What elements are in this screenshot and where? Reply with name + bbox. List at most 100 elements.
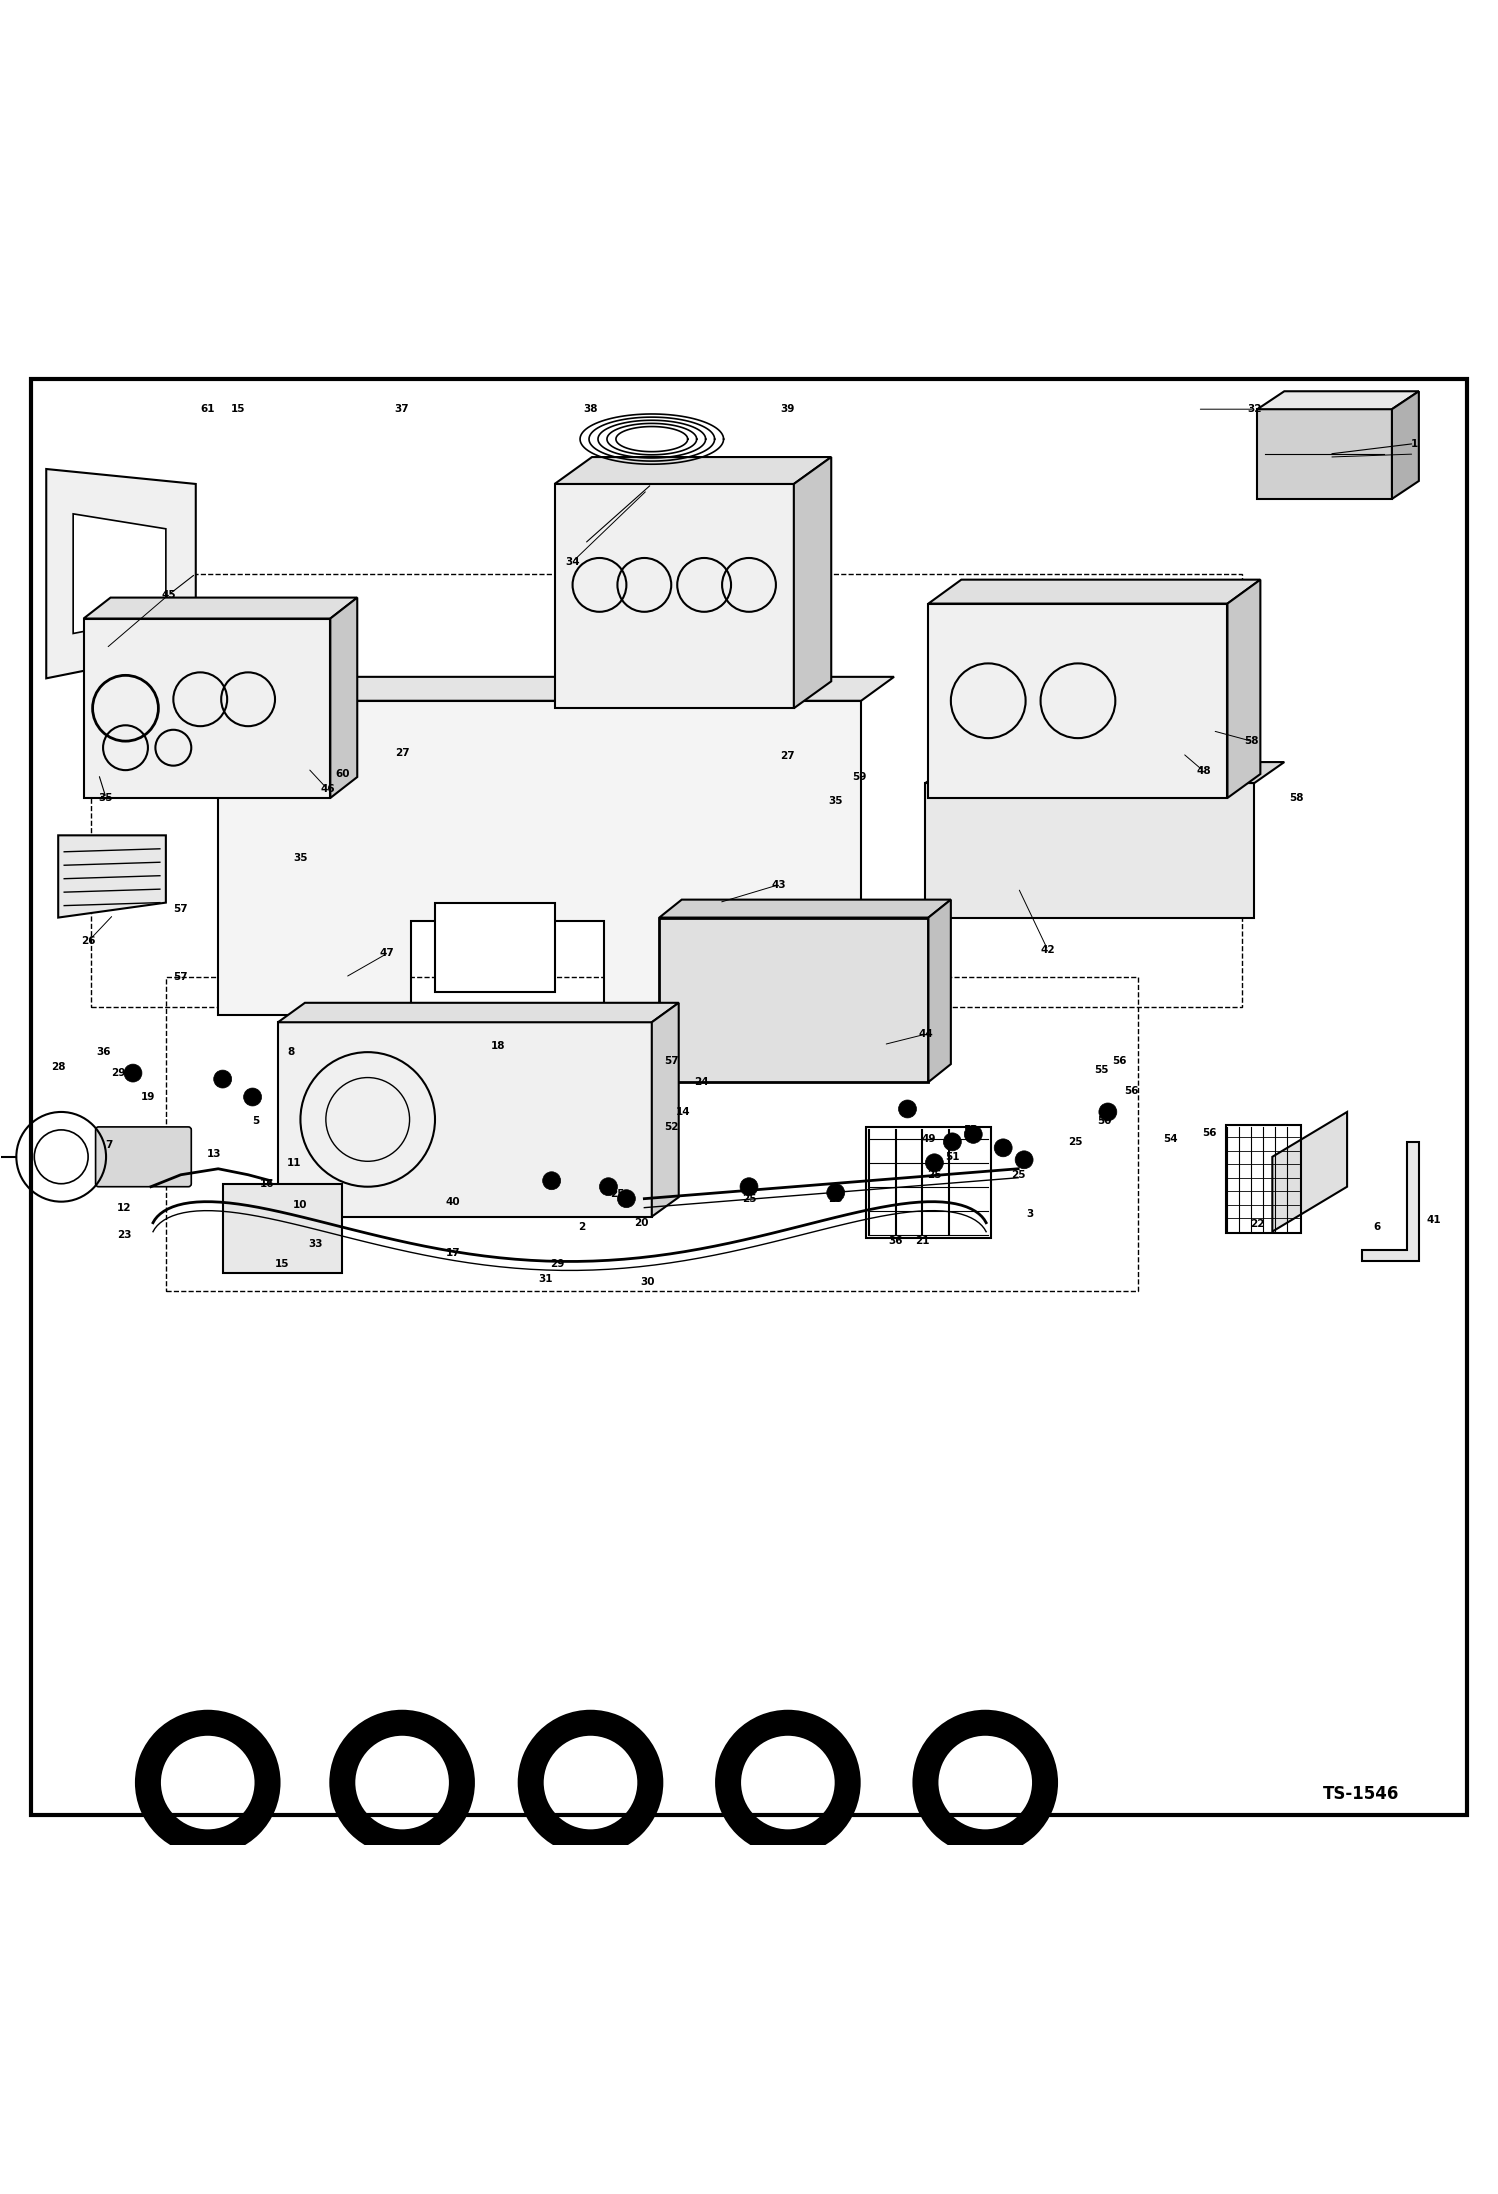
- Circle shape: [926, 1154, 944, 1172]
- Polygon shape: [279, 1022, 652, 1218]
- Text: 19: 19: [141, 1093, 156, 1101]
- Text: 44: 44: [918, 1029, 933, 1040]
- Polygon shape: [926, 783, 1254, 917]
- Circle shape: [827, 1185, 845, 1202]
- Text: 29: 29: [550, 1259, 565, 1270]
- Text: 60: 60: [336, 770, 349, 779]
- Text: 58: 58: [1288, 792, 1303, 803]
- Text: 9: 9: [906, 1108, 914, 1117]
- Bar: [166, 976, 1138, 1292]
- Bar: [91, 573, 1242, 1007]
- Text: 35: 35: [294, 853, 307, 862]
- Bar: [434, 902, 554, 992]
- Circle shape: [944, 1132, 962, 1152]
- Text: 49: 49: [921, 1134, 936, 1143]
- Polygon shape: [1257, 410, 1392, 498]
- Text: 30: 30: [640, 1277, 655, 1288]
- Text: 58: 58: [1245, 737, 1258, 746]
- Text: 34: 34: [565, 557, 580, 566]
- Text: 13: 13: [207, 1150, 222, 1158]
- Text: 10: 10: [294, 1200, 307, 1209]
- Circle shape: [965, 1126, 983, 1143]
- Text: 36: 36: [96, 1047, 111, 1058]
- Text: 25: 25: [610, 1189, 625, 1200]
- Text: 59: 59: [852, 772, 867, 781]
- Polygon shape: [929, 900, 951, 1082]
- Text: 41: 41: [1426, 1215, 1441, 1224]
- Circle shape: [244, 1088, 262, 1106]
- Text: 31: 31: [538, 1275, 553, 1283]
- Text: 17: 17: [445, 1248, 460, 1257]
- Polygon shape: [73, 513, 166, 634]
- Text: 39: 39: [780, 404, 795, 415]
- Circle shape: [542, 1172, 560, 1189]
- Polygon shape: [652, 1003, 679, 1218]
- Text: 8: 8: [288, 1047, 295, 1058]
- Bar: [1225, 1126, 1300, 1233]
- Text: 27: 27: [780, 750, 795, 761]
- Text: 25: 25: [1068, 1136, 1082, 1147]
- Text: TS-1546: TS-1546: [1323, 1784, 1399, 1803]
- Circle shape: [1016, 1152, 1034, 1169]
- Text: 53: 53: [963, 1126, 978, 1134]
- Circle shape: [740, 1178, 758, 1196]
- Polygon shape: [554, 485, 794, 709]
- Polygon shape: [659, 917, 929, 1082]
- Polygon shape: [219, 676, 894, 700]
- Text: 55: 55: [1095, 1064, 1109, 1075]
- Text: 28: 28: [51, 1062, 66, 1073]
- Text: 57: 57: [174, 972, 189, 983]
- Circle shape: [124, 1064, 142, 1082]
- Text: 46: 46: [321, 783, 334, 794]
- Text: 33: 33: [309, 1240, 322, 1248]
- Polygon shape: [929, 579, 1260, 603]
- Text: 54: 54: [1164, 1134, 1177, 1143]
- Polygon shape: [929, 603, 1227, 799]
- Bar: [866, 1128, 992, 1237]
- FancyBboxPatch shape: [96, 1128, 192, 1187]
- Text: 21: 21: [915, 1235, 930, 1246]
- Text: 15: 15: [276, 1259, 289, 1270]
- Text: 37: 37: [395, 404, 409, 415]
- Text: 11: 11: [288, 1158, 301, 1167]
- Polygon shape: [926, 761, 1284, 783]
- Text: 51: 51: [945, 1152, 960, 1163]
- Text: 12: 12: [117, 1202, 132, 1213]
- Polygon shape: [84, 619, 331, 799]
- Polygon shape: [279, 1003, 679, 1022]
- Text: 57: 57: [174, 904, 189, 913]
- Text: 25: 25: [927, 1169, 942, 1180]
- Polygon shape: [58, 836, 166, 917]
- Text: 56: 56: [1125, 1086, 1138, 1097]
- Text: 6: 6: [1374, 1222, 1381, 1233]
- Text: 32: 32: [1248, 404, 1261, 415]
- Text: 3: 3: [1026, 1209, 1034, 1218]
- Text: 15: 15: [231, 404, 244, 415]
- Circle shape: [599, 1178, 617, 1196]
- Polygon shape: [659, 900, 951, 917]
- Text: 24: 24: [694, 1077, 709, 1086]
- Text: 25: 25: [828, 1194, 843, 1205]
- Text: 22: 22: [1251, 1220, 1264, 1229]
- Text: 5: 5: [252, 1117, 259, 1126]
- Circle shape: [995, 1139, 1013, 1156]
- Text: 35: 35: [99, 792, 114, 803]
- Text: 40: 40: [445, 1196, 460, 1207]
- Polygon shape: [1362, 1141, 1419, 1262]
- Polygon shape: [1227, 579, 1260, 799]
- Polygon shape: [331, 597, 357, 799]
- Text: 52: 52: [664, 1121, 679, 1132]
- Circle shape: [1100, 1104, 1118, 1121]
- Text: 16: 16: [261, 1178, 274, 1189]
- Text: 50: 50: [996, 1141, 1011, 1150]
- Polygon shape: [84, 597, 357, 619]
- Text: 27: 27: [395, 748, 409, 759]
- Text: 18: 18: [490, 1042, 505, 1051]
- Polygon shape: [46, 470, 196, 678]
- Text: 43: 43: [771, 880, 786, 891]
- Text: 20: 20: [634, 1218, 649, 1229]
- Polygon shape: [1392, 391, 1419, 498]
- Text: 26: 26: [81, 937, 96, 946]
- Text: 25: 25: [742, 1194, 756, 1205]
- Polygon shape: [1257, 391, 1419, 410]
